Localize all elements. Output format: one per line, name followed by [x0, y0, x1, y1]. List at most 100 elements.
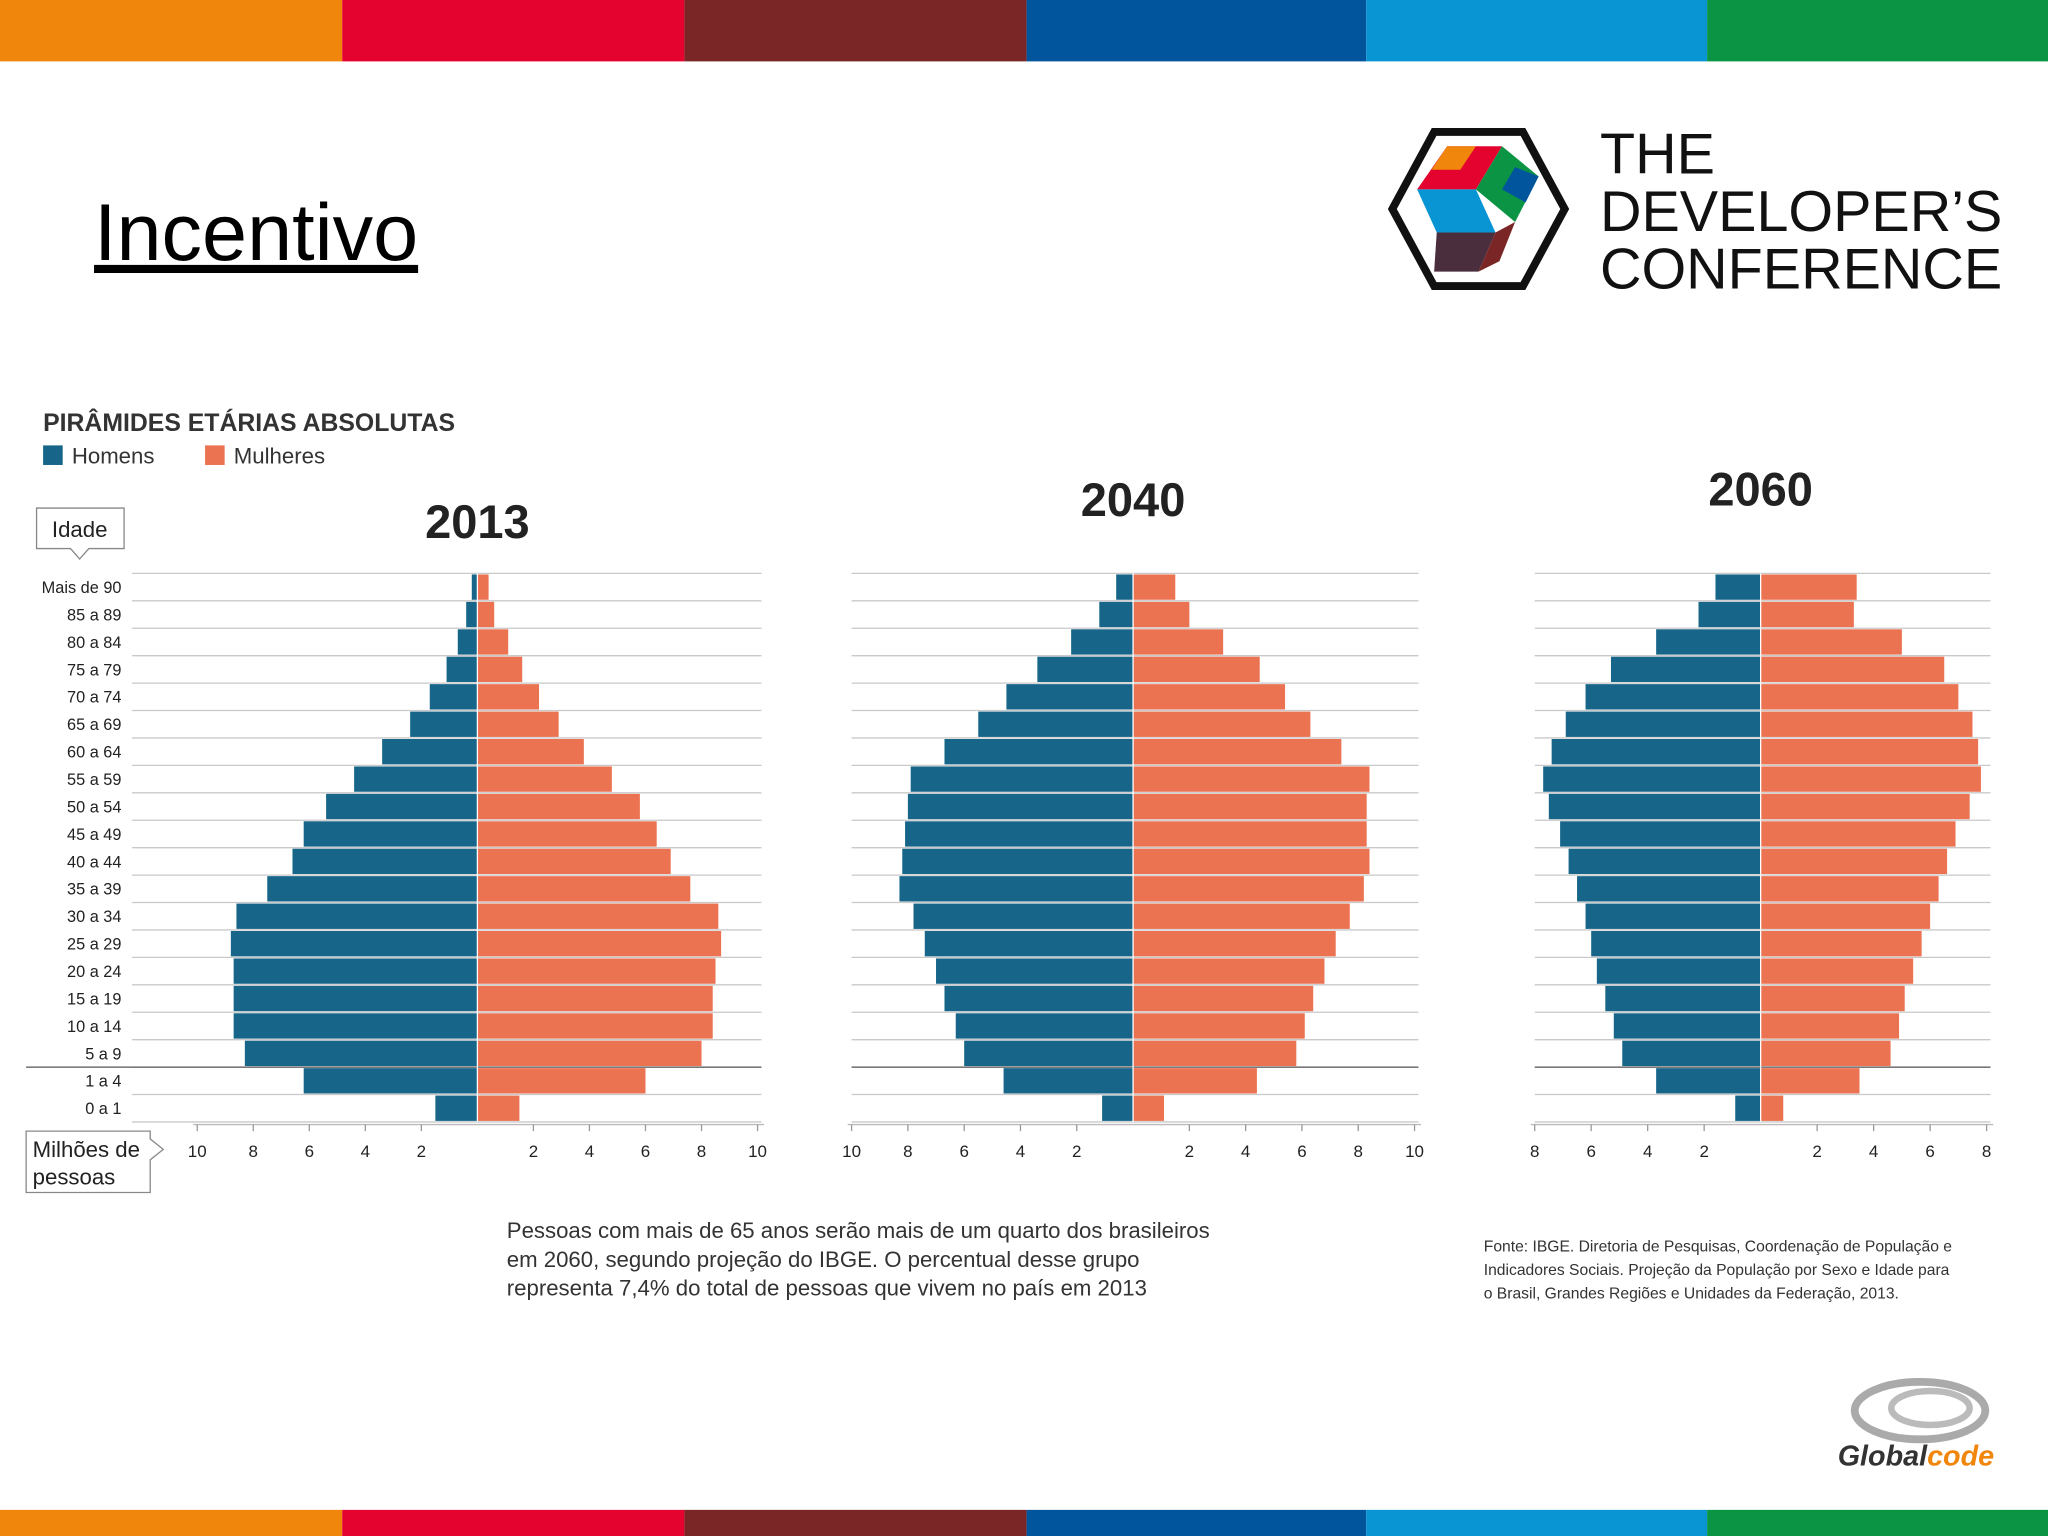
bar-women	[1133, 656, 1260, 683]
bar-men	[1596, 958, 1761, 984]
bar-women	[1133, 903, 1350, 929]
bar-women	[477, 1013, 713, 1039]
y-tick-label: 45 a 49	[67, 826, 121, 844]
x-tick-label: 10	[1405, 1142, 1424, 1161]
caption-line: representa 7,4% do total de pessoas que …	[507, 1276, 1147, 1301]
bar-women	[1760, 629, 1902, 655]
x-tick-label: 6	[1925, 1142, 1934, 1161]
y-tick-label: 5 a 9	[85, 1045, 121, 1063]
bar-men	[1037, 656, 1134, 683]
figure-heading: PIRÂMIDES ETÁRIAS ABSOLUTAS	[43, 409, 455, 437]
bar-women	[1760, 985, 1905, 1012]
x-tick-label: 2	[417, 1142, 426, 1161]
y-tick-label: 55 a 59	[67, 771, 121, 789]
x-label-box: Milhões de pessoas	[25, 1130, 165, 1194]
x-tick-label: 6	[305, 1142, 314, 1161]
brand-text: Globalcode	[1838, 1440, 1994, 1472]
bar-men	[236, 903, 478, 929]
x-tick-label: 6	[1586, 1142, 1595, 1161]
caption: Pessoas com mais de 65 anos serão mais d…	[507, 1218, 1216, 1300]
source-line: Indicadores Sociais. Projeção da Populaç…	[1484, 1262, 1950, 1279]
brand-logo: Globalcode	[1838, 1377, 1994, 1472]
bar-men	[435, 1095, 478, 1121]
bar-men	[1735, 1095, 1761, 1121]
x-tick-label: 4	[1241, 1142, 1250, 1161]
bar-men	[905, 821, 1134, 847]
bar-men	[1071, 629, 1134, 655]
bar-women	[1760, 656, 1945, 683]
bar-men	[457, 629, 478, 655]
bar-women	[1133, 601, 1190, 628]
bar-men	[471, 574, 478, 600]
x-tick-label: 8	[249, 1142, 258, 1161]
bar-men	[936, 958, 1134, 984]
bar-women	[1760, 1040, 1891, 1067]
bar-women	[1760, 1095, 1784, 1121]
bar-women	[1133, 1013, 1305, 1039]
x-tick-label: 8	[1530, 1142, 1539, 1161]
bar-women	[1133, 848, 1370, 875]
bar-men	[1543, 766, 1761, 792]
bar-men	[1116, 574, 1134, 600]
bar-women	[1133, 958, 1325, 984]
x-tick-label: 6	[959, 1142, 968, 1161]
bar-men	[230, 931, 478, 957]
bar-women	[477, 656, 523, 683]
y-tick-label: Mais de 90	[42, 579, 122, 597]
bar-men	[292, 848, 478, 875]
bar-women	[1133, 711, 1311, 737]
conference-logo: THE DEVELOPER’S CONFERENCE	[1387, 123, 2002, 302]
bar-men	[446, 656, 478, 683]
y-tick-label: 35 a 39	[67, 881, 121, 899]
bar-women	[477, 903, 719, 929]
bar-women	[1133, 574, 1176, 600]
bar-women	[477, 848, 671, 875]
y-tick-label: 75 a 79	[67, 661, 121, 679]
caption-line: Pessoas com mais de 65 anos serão mais d…	[507, 1218, 1210, 1243]
bar-men	[1568, 848, 1761, 875]
y-tick-label: 15 a 19	[67, 990, 121, 1008]
x-axis-label-line: Milhões de	[33, 1137, 140, 1162]
y-tick-label: 10 a 14	[67, 1018, 121, 1036]
bar-men	[1585, 684, 1761, 710]
bar-women	[477, 766, 612, 792]
y-tick-label: 1 a 4	[85, 1073, 121, 1091]
bar-women	[477, 958, 716, 984]
brand-part: Global	[1838, 1440, 1928, 1472]
bar-women	[1133, 985, 1314, 1012]
bar-men	[978, 711, 1134, 737]
bar-women	[1760, 1013, 1900, 1039]
brand-part: code	[1927, 1440, 1994, 1472]
bar-men	[233, 985, 478, 1012]
bar-men	[233, 958, 478, 984]
x-tick-label: 6	[641, 1142, 650, 1161]
bar-men	[466, 601, 478, 628]
legend-swatch	[43, 445, 63, 465]
x-tick-label: 4	[1643, 1142, 1652, 1161]
bar-women	[477, 1068, 646, 1094]
bar-women	[1760, 601, 1854, 628]
bar-women	[477, 574, 489, 600]
bar-men	[1551, 739, 1761, 765]
bar-women	[1133, 1068, 1257, 1094]
bar-men	[1605, 985, 1761, 1012]
bar-women	[477, 601, 495, 628]
y-tick-label: 50 a 54	[67, 798, 121, 816]
bar-women	[1760, 793, 1970, 820]
bar-women	[477, 629, 509, 655]
bar-women	[1760, 574, 1857, 600]
y-axis-label: Idade	[52, 517, 108, 542]
x-tick-label: 2	[1185, 1142, 1194, 1161]
x-tick-label: 8	[903, 1142, 912, 1161]
bar-women	[477, 711, 559, 737]
x-tick-label: 8	[697, 1142, 706, 1161]
bar-men	[303, 821, 478, 847]
x-tick-label: 2	[1812, 1142, 1821, 1161]
y-tick-label: 30 a 34	[67, 908, 121, 926]
bar-men	[955, 1013, 1134, 1039]
bar-men	[910, 766, 1134, 792]
logo-line: CONFERENCE	[1600, 238, 2002, 302]
x-tick-label: 4	[1016, 1142, 1025, 1161]
x-tick-label: 8	[1982, 1142, 1991, 1161]
